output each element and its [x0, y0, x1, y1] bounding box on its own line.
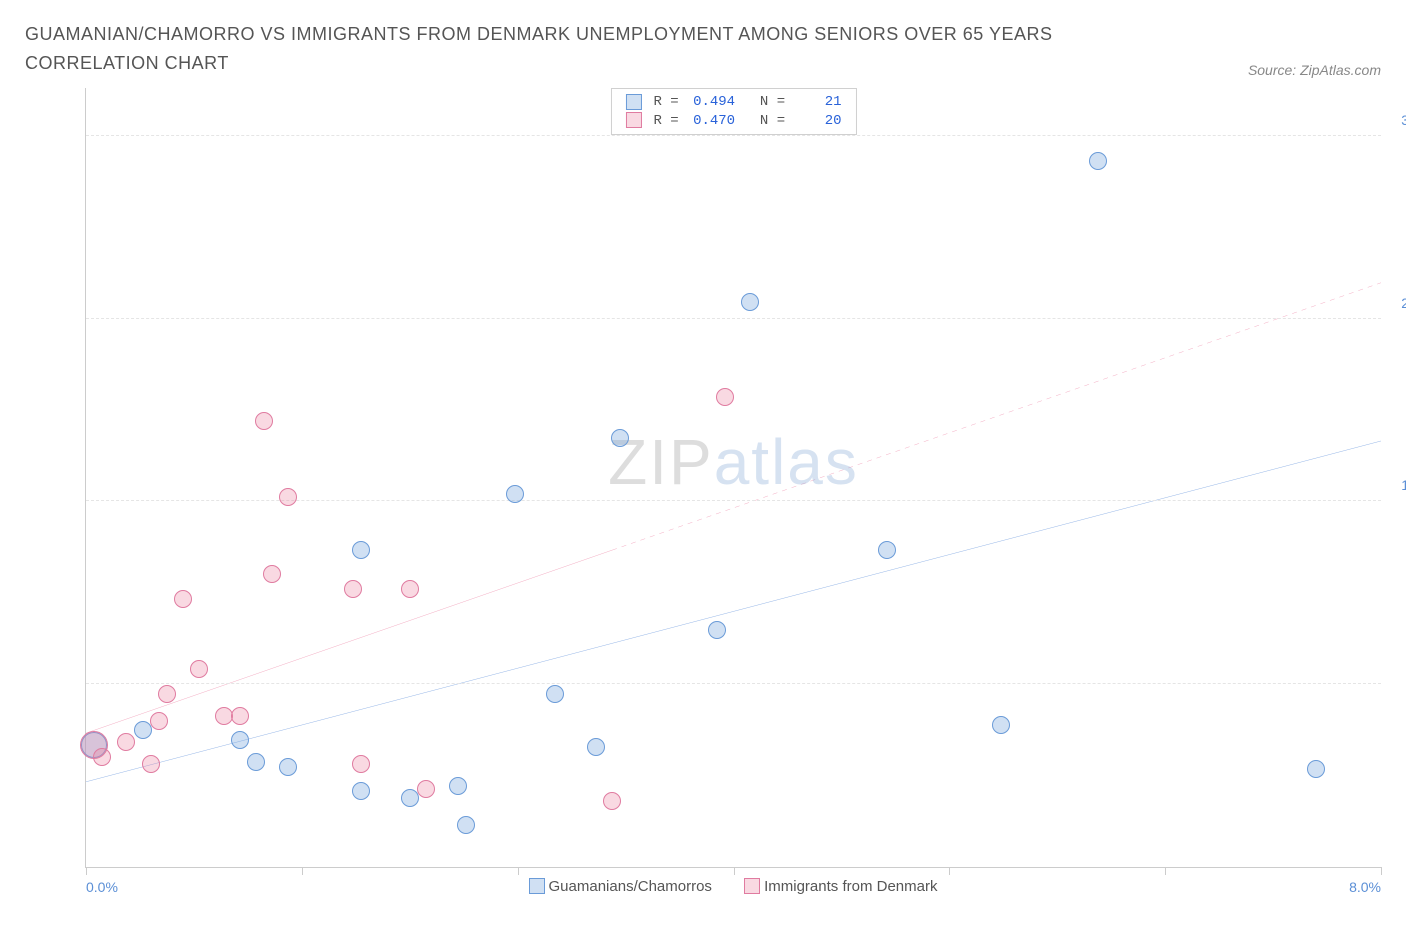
scatter-point-guamanian	[352, 782, 370, 800]
scatter-point-guamanian	[992, 716, 1010, 734]
scatter-point-denmark	[142, 755, 160, 773]
legend-row-series-1: R = 0.470 N = 20	[621, 111, 845, 130]
series-legend: Guamanians/Chamorros Immigrants from Den…	[85, 878, 1381, 899]
scatter-point-guamanian	[741, 293, 759, 311]
n-label: N =	[760, 113, 785, 129]
r-label: R =	[653, 94, 678, 110]
swatch-icon	[529, 878, 545, 894]
scatter-point-denmark	[174, 590, 192, 608]
scatter-point-denmark	[158, 685, 176, 703]
x-tick-min: 0.0%	[86, 879, 118, 895]
swatch-icon	[744, 878, 760, 894]
r-label: R =	[653, 113, 678, 129]
watermark: ZIPatlas	[608, 425, 859, 499]
scatter-point-guamanian	[506, 485, 524, 503]
source-label: Source: ZipAtlas.com	[1248, 62, 1381, 78]
y-tick-label: 30.0%	[1401, 112, 1406, 128]
scatter-point-guamanian	[546, 685, 564, 703]
r-value-0: 0.494	[687, 94, 735, 110]
x-tick	[302, 867, 303, 875]
watermark-atlas: atlas	[714, 426, 859, 498]
chart-title: GUAMANIAN/CHAMORRO VS IMMIGRANTS FROM DE…	[25, 20, 1125, 78]
scatter-point-denmark	[401, 580, 419, 598]
y-tick-label: 15.0%	[1401, 477, 1406, 493]
scatter-point-denmark	[93, 748, 111, 766]
n-value-0: 21	[794, 94, 842, 110]
scatter-point-denmark	[603, 792, 621, 810]
x-tick	[86, 867, 87, 875]
legend-item-0: Guamanians/Chamorros	[529, 878, 712, 895]
x-tick	[734, 867, 735, 875]
scatter-point-guamanian	[708, 621, 726, 639]
swatch-series-0	[625, 94, 641, 110]
scatter-point-denmark	[352, 755, 370, 773]
gridline	[86, 318, 1381, 319]
y-tick-label: 22.5%	[1401, 295, 1406, 311]
legend-row-series-0: R = 0.494 N = 21	[621, 93, 845, 112]
scatter-point-denmark	[190, 660, 208, 678]
scatter-point-guamanian	[279, 758, 297, 776]
x-tick	[949, 867, 950, 875]
scatter-point-denmark	[255, 412, 273, 430]
scatter-point-denmark	[344, 580, 362, 598]
scatter-point-denmark	[231, 707, 249, 725]
n-label: N =	[760, 94, 785, 110]
scatter-point-guamanian	[611, 429, 629, 447]
scatter-point-guamanian	[352, 541, 370, 559]
legend-label-0: Guamanians/Chamorros	[549, 878, 712, 895]
scatter-point-guamanian	[1307, 760, 1325, 778]
swatch-series-1	[625, 112, 641, 128]
scatter-point-guamanian	[878, 541, 896, 559]
r-value-1: 0.470	[687, 113, 735, 129]
scatter-point-guamanian	[134, 721, 152, 739]
x-tick	[1165, 867, 1166, 875]
scatter-point-denmark	[263, 565, 281, 583]
chart-container: Unemployment Among Seniors over 65 years…	[25, 88, 1381, 899]
scatter-point-guamanian	[401, 789, 419, 807]
correlation-legend: R = 0.494 N = 21 R = 0.470 N = 20	[610, 88, 856, 135]
legend-item-1: Immigrants from Denmark	[744, 878, 937, 895]
scatter-point-guamanian	[247, 753, 265, 771]
scatter-point-denmark	[150, 712, 168, 730]
scatter-point-denmark	[117, 733, 135, 751]
x-tick	[1381, 867, 1382, 875]
legend-label-1: Immigrants from Denmark	[764, 878, 937, 895]
x-tick	[518, 867, 519, 875]
scatter-point-guamanian	[587, 738, 605, 756]
trend-lines	[86, 88, 1381, 867]
gridline	[86, 683, 1381, 684]
x-tick-max: 8.0%	[1349, 879, 1381, 895]
plot-area: ZIPatlas R = 0.494 N = 21 R = 0.470 N = …	[85, 88, 1381, 868]
scatter-point-guamanian	[457, 816, 475, 834]
scatter-point-denmark	[716, 388, 734, 406]
scatter-point-guamanian	[231, 731, 249, 749]
n-value-1: 20	[794, 113, 842, 129]
scatter-point-guamanian	[1089, 152, 1107, 170]
scatter-point-denmark	[279, 488, 297, 506]
scatter-point-denmark	[417, 780, 435, 798]
scatter-point-guamanian	[449, 777, 467, 795]
gridline	[86, 135, 1381, 136]
